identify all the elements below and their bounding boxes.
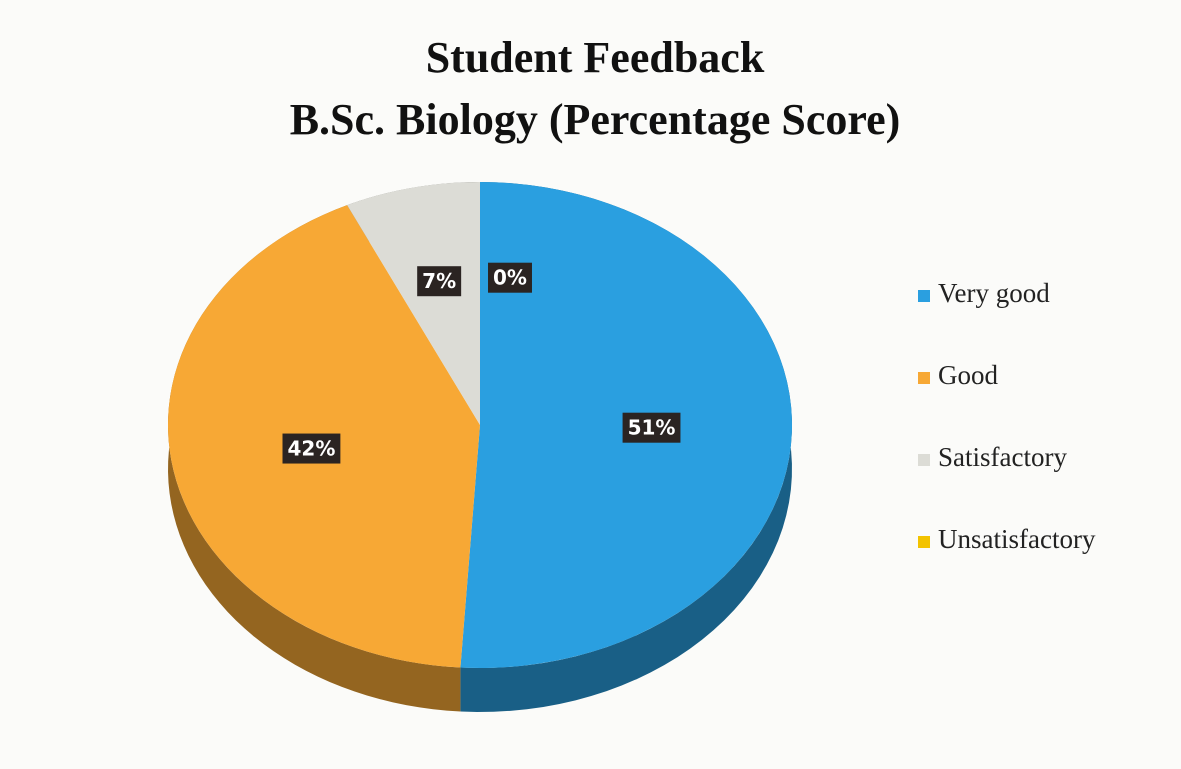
slice-side: [168, 205, 461, 712]
legend-label: Good: [938, 360, 998, 390]
value-label: 7%: [422, 269, 456, 293]
value-label-box: [282, 433, 341, 464]
pie-tops: [168, 182, 793, 669]
legend-swatch: [918, 290, 930, 302]
legend-label: Satisfactory: [938, 442, 1067, 472]
slice: [347, 182, 480, 425]
value-label: 42%: [288, 437, 336, 461]
legend-label: Very good: [938, 278, 1050, 308]
value-label: 0%: [493, 266, 527, 290]
legend-label: Unsatisfactory: [938, 524, 1096, 554]
chart-title: Student Feedback: [426, 33, 765, 82]
chart-subtitle: B.Sc. Biology (Percentage Score): [290, 95, 901, 144]
value-label-box: [417, 266, 462, 297]
legend-swatch: [918, 454, 930, 466]
value-label-box: [488, 262, 532, 293]
legend-swatch: [918, 372, 930, 384]
legend-swatch: [918, 536, 930, 548]
value-labels: 51% 42% 7% 0%: [282, 262, 681, 464]
value-label: 51%: [628, 416, 676, 440]
value-label-box: [622, 412, 681, 443]
